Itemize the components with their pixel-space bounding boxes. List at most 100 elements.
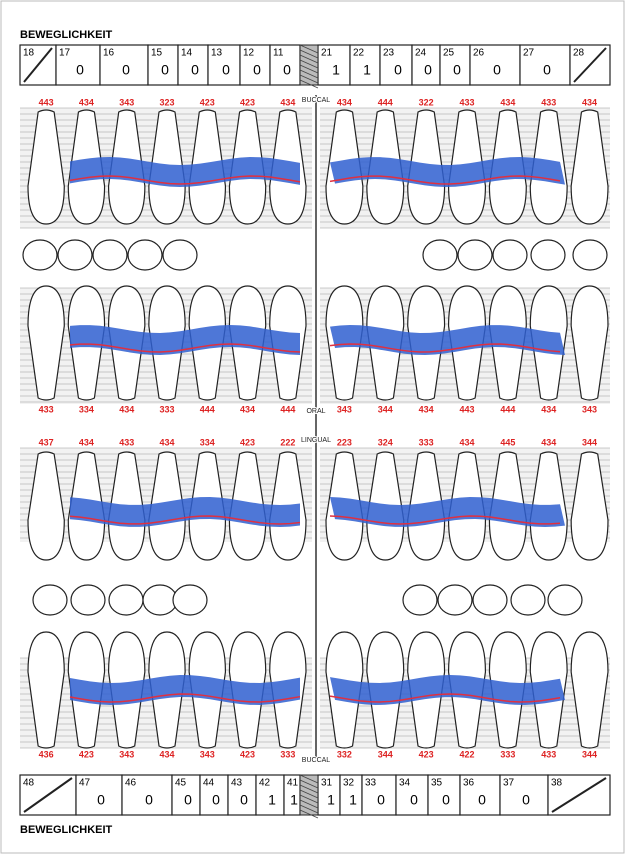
footer-title: BEWEGLICHKEIT <box>20 824 113 836</box>
pocket-depth: 323 <box>159 97 174 107</box>
pocket-depth: 434 <box>79 437 94 447</box>
pocket-depth: 433 <box>541 97 556 107</box>
tooth-number: 14 <box>181 48 193 59</box>
tooth-number: 16 <box>103 48 115 59</box>
tooth-number: 33 <box>365 778 377 789</box>
tooth-number: 24 <box>415 48 427 59</box>
mobility-value: 0 <box>240 792 248 808</box>
pocket-depth: 434 <box>541 404 556 414</box>
pocket-depth: 434 <box>280 97 295 107</box>
mobility-value: 0 <box>122 62 130 78</box>
pocket-depth: 423 <box>419 749 434 759</box>
mobility-value: 0 <box>493 62 501 78</box>
mobility-value: 0 <box>442 792 450 808</box>
occlusal-view <box>93 240 127 270</box>
mobility-value: 0 <box>283 62 291 78</box>
occlusal-view <box>71 585 105 615</box>
pocket-depth: 343 <box>119 749 134 759</box>
pocket-depth: 423 <box>79 749 94 759</box>
mobility-value: 0 <box>478 792 486 808</box>
occlusal-view <box>23 240 57 270</box>
pocket-depth: 343 <box>200 749 215 759</box>
tooth-number: 15 <box>151 48 163 59</box>
pocket-depth: 333 <box>500 749 515 759</box>
mobility-value: 1 <box>349 792 357 808</box>
tooth-number: 38 <box>551 778 563 789</box>
pocket-depth: 433 <box>119 437 134 447</box>
tooth-number: 18 <box>23 48 35 59</box>
pocket-depth: 344 <box>378 404 393 414</box>
pocket-depth: 423 <box>240 437 255 447</box>
mobility-value: 0 <box>145 792 153 808</box>
tooth-number: 41 <box>287 778 299 789</box>
mobility-value: 0 <box>522 792 530 808</box>
occlusal-view <box>573 240 607 270</box>
pocket-depth: 433 <box>39 404 54 414</box>
pocket-depth: 444 <box>378 97 393 107</box>
tooth-number: 11 <box>273 48 284 59</box>
tooth-number: 31 <box>321 778 333 789</box>
pocket-depth: 344 <box>582 749 597 759</box>
section-label: ORAL <box>306 408 325 415</box>
pocket-depth: 445 <box>500 437 515 447</box>
pocket-depth: 434 <box>419 404 434 414</box>
mobility-value: 0 <box>184 792 192 808</box>
pocket-depth: 422 <box>459 749 474 759</box>
pocket-depth: 343 <box>582 404 597 414</box>
tooth-number: 46 <box>125 778 137 789</box>
tooth-number: 21 <box>321 48 333 59</box>
pocket-depth: 333 <box>280 749 295 759</box>
tooth-number: 48 <box>23 778 35 789</box>
mobility-value: 0 <box>424 62 432 78</box>
mobility-value: 0 <box>253 62 261 78</box>
tooth-number: 32 <box>343 778 355 789</box>
mobility-value: 0 <box>97 792 105 808</box>
pocket-depth: 434 <box>582 97 597 107</box>
mobility-value: 0 <box>394 62 402 78</box>
mobility-value: 1 <box>290 792 298 808</box>
pocket-depth: 434 <box>337 97 352 107</box>
pocket-depth: 222 <box>280 437 295 447</box>
mobility-value: 0 <box>161 62 169 78</box>
occlusal-view <box>109 585 143 615</box>
tooth-number: 17 <box>59 48 71 59</box>
pocket-depth: 324 <box>378 437 393 447</box>
pocket-depth: 444 <box>280 404 295 414</box>
occlusal-view <box>493 240 527 270</box>
mobility-value: 1 <box>363 62 371 78</box>
pocket-depth: 433 <box>541 749 556 759</box>
tooth-number: 12 <box>243 48 255 59</box>
pocket-depth: 434 <box>240 404 255 414</box>
occlusal-view <box>128 240 162 270</box>
tooth-number: 43 <box>231 778 243 789</box>
pocket-depth: 434 <box>79 97 94 107</box>
occlusal-view <box>163 240 197 270</box>
occlusal-view <box>438 585 472 615</box>
pocket-depth: 343 <box>119 97 134 107</box>
tooth-number: 35 <box>431 778 443 789</box>
tooth-number: 27 <box>523 48 535 59</box>
occlusal-view <box>423 240 457 270</box>
pocket-depth: 434 <box>459 437 474 447</box>
occlusal-view <box>173 585 207 615</box>
tooth-number: 25 <box>443 48 455 59</box>
tooth-number: 42 <box>259 778 271 789</box>
tooth-number: 36 <box>463 778 475 789</box>
pocket-depth: 423 <box>240 97 255 107</box>
section-label: BUCCAL <box>302 757 331 764</box>
occlusal-view <box>458 240 492 270</box>
header-title: BEWEGLICHKEIT <box>20 29 113 41</box>
mobility-value: 0 <box>453 62 461 78</box>
tooth-number: 37 <box>503 778 515 789</box>
pocket-depth: 434 <box>159 437 174 447</box>
pocket-depth: 322 <box>419 97 434 107</box>
tooth-number: 28 <box>573 48 585 59</box>
occlusal-view <box>143 585 177 615</box>
mobility-value: 1 <box>327 792 335 808</box>
mobility-value: 0 <box>76 62 84 78</box>
pocket-depth: 434 <box>541 437 556 447</box>
pocket-depth: 434 <box>119 404 134 414</box>
mobility-value: 0 <box>543 62 551 78</box>
tooth-number: 45 <box>175 778 187 789</box>
mobility-value: 0 <box>410 792 418 808</box>
